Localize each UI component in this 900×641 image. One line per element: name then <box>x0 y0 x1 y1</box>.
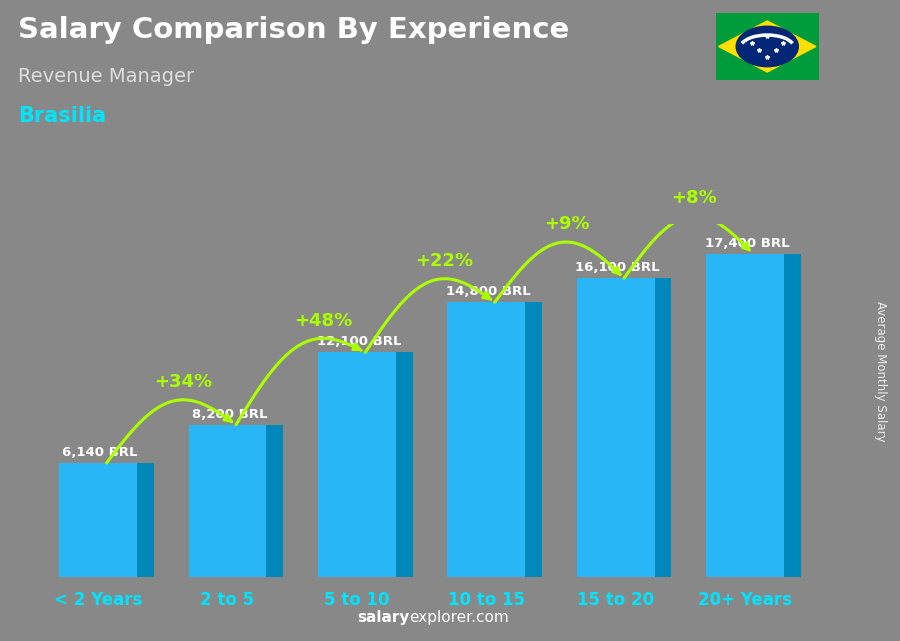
Circle shape <box>736 26 798 67</box>
Text: 12,100 BRL: 12,100 BRL <box>317 335 401 348</box>
Text: Brasilia: Brasilia <box>18 106 106 126</box>
Polygon shape <box>654 278 671 577</box>
Bar <box>318 353 396 577</box>
Bar <box>59 463 137 577</box>
Polygon shape <box>396 353 412 577</box>
Text: Average Monthly Salary: Average Monthly Salary <box>874 301 886 442</box>
Polygon shape <box>525 303 542 577</box>
Text: +48%: +48% <box>294 312 353 329</box>
Polygon shape <box>784 254 801 577</box>
Text: +22%: +22% <box>415 252 473 270</box>
Text: salary: salary <box>357 610 410 625</box>
Bar <box>577 278 654 577</box>
Polygon shape <box>137 463 154 577</box>
Polygon shape <box>266 425 284 577</box>
Text: 8,200 BRL: 8,200 BRL <box>192 408 267 420</box>
Text: 16,100 BRL: 16,100 BRL <box>575 261 660 274</box>
Text: Salary Comparison By Experience: Salary Comparison By Experience <box>18 16 569 44</box>
Bar <box>447 303 525 577</box>
Polygon shape <box>718 21 816 72</box>
Text: +8%: +8% <box>671 189 717 207</box>
Text: Revenue Manager: Revenue Manager <box>18 67 194 87</box>
Text: +9%: +9% <box>544 215 590 233</box>
Bar <box>189 425 266 577</box>
Text: 6,140 BRL: 6,140 BRL <box>62 445 138 459</box>
Text: +34%: +34% <box>154 373 212 391</box>
Text: explorer.com: explorer.com <box>410 610 509 625</box>
Bar <box>706 254 784 577</box>
Text: 17,400 BRL: 17,400 BRL <box>705 237 789 250</box>
Text: 14,800 BRL: 14,800 BRL <box>446 285 531 298</box>
